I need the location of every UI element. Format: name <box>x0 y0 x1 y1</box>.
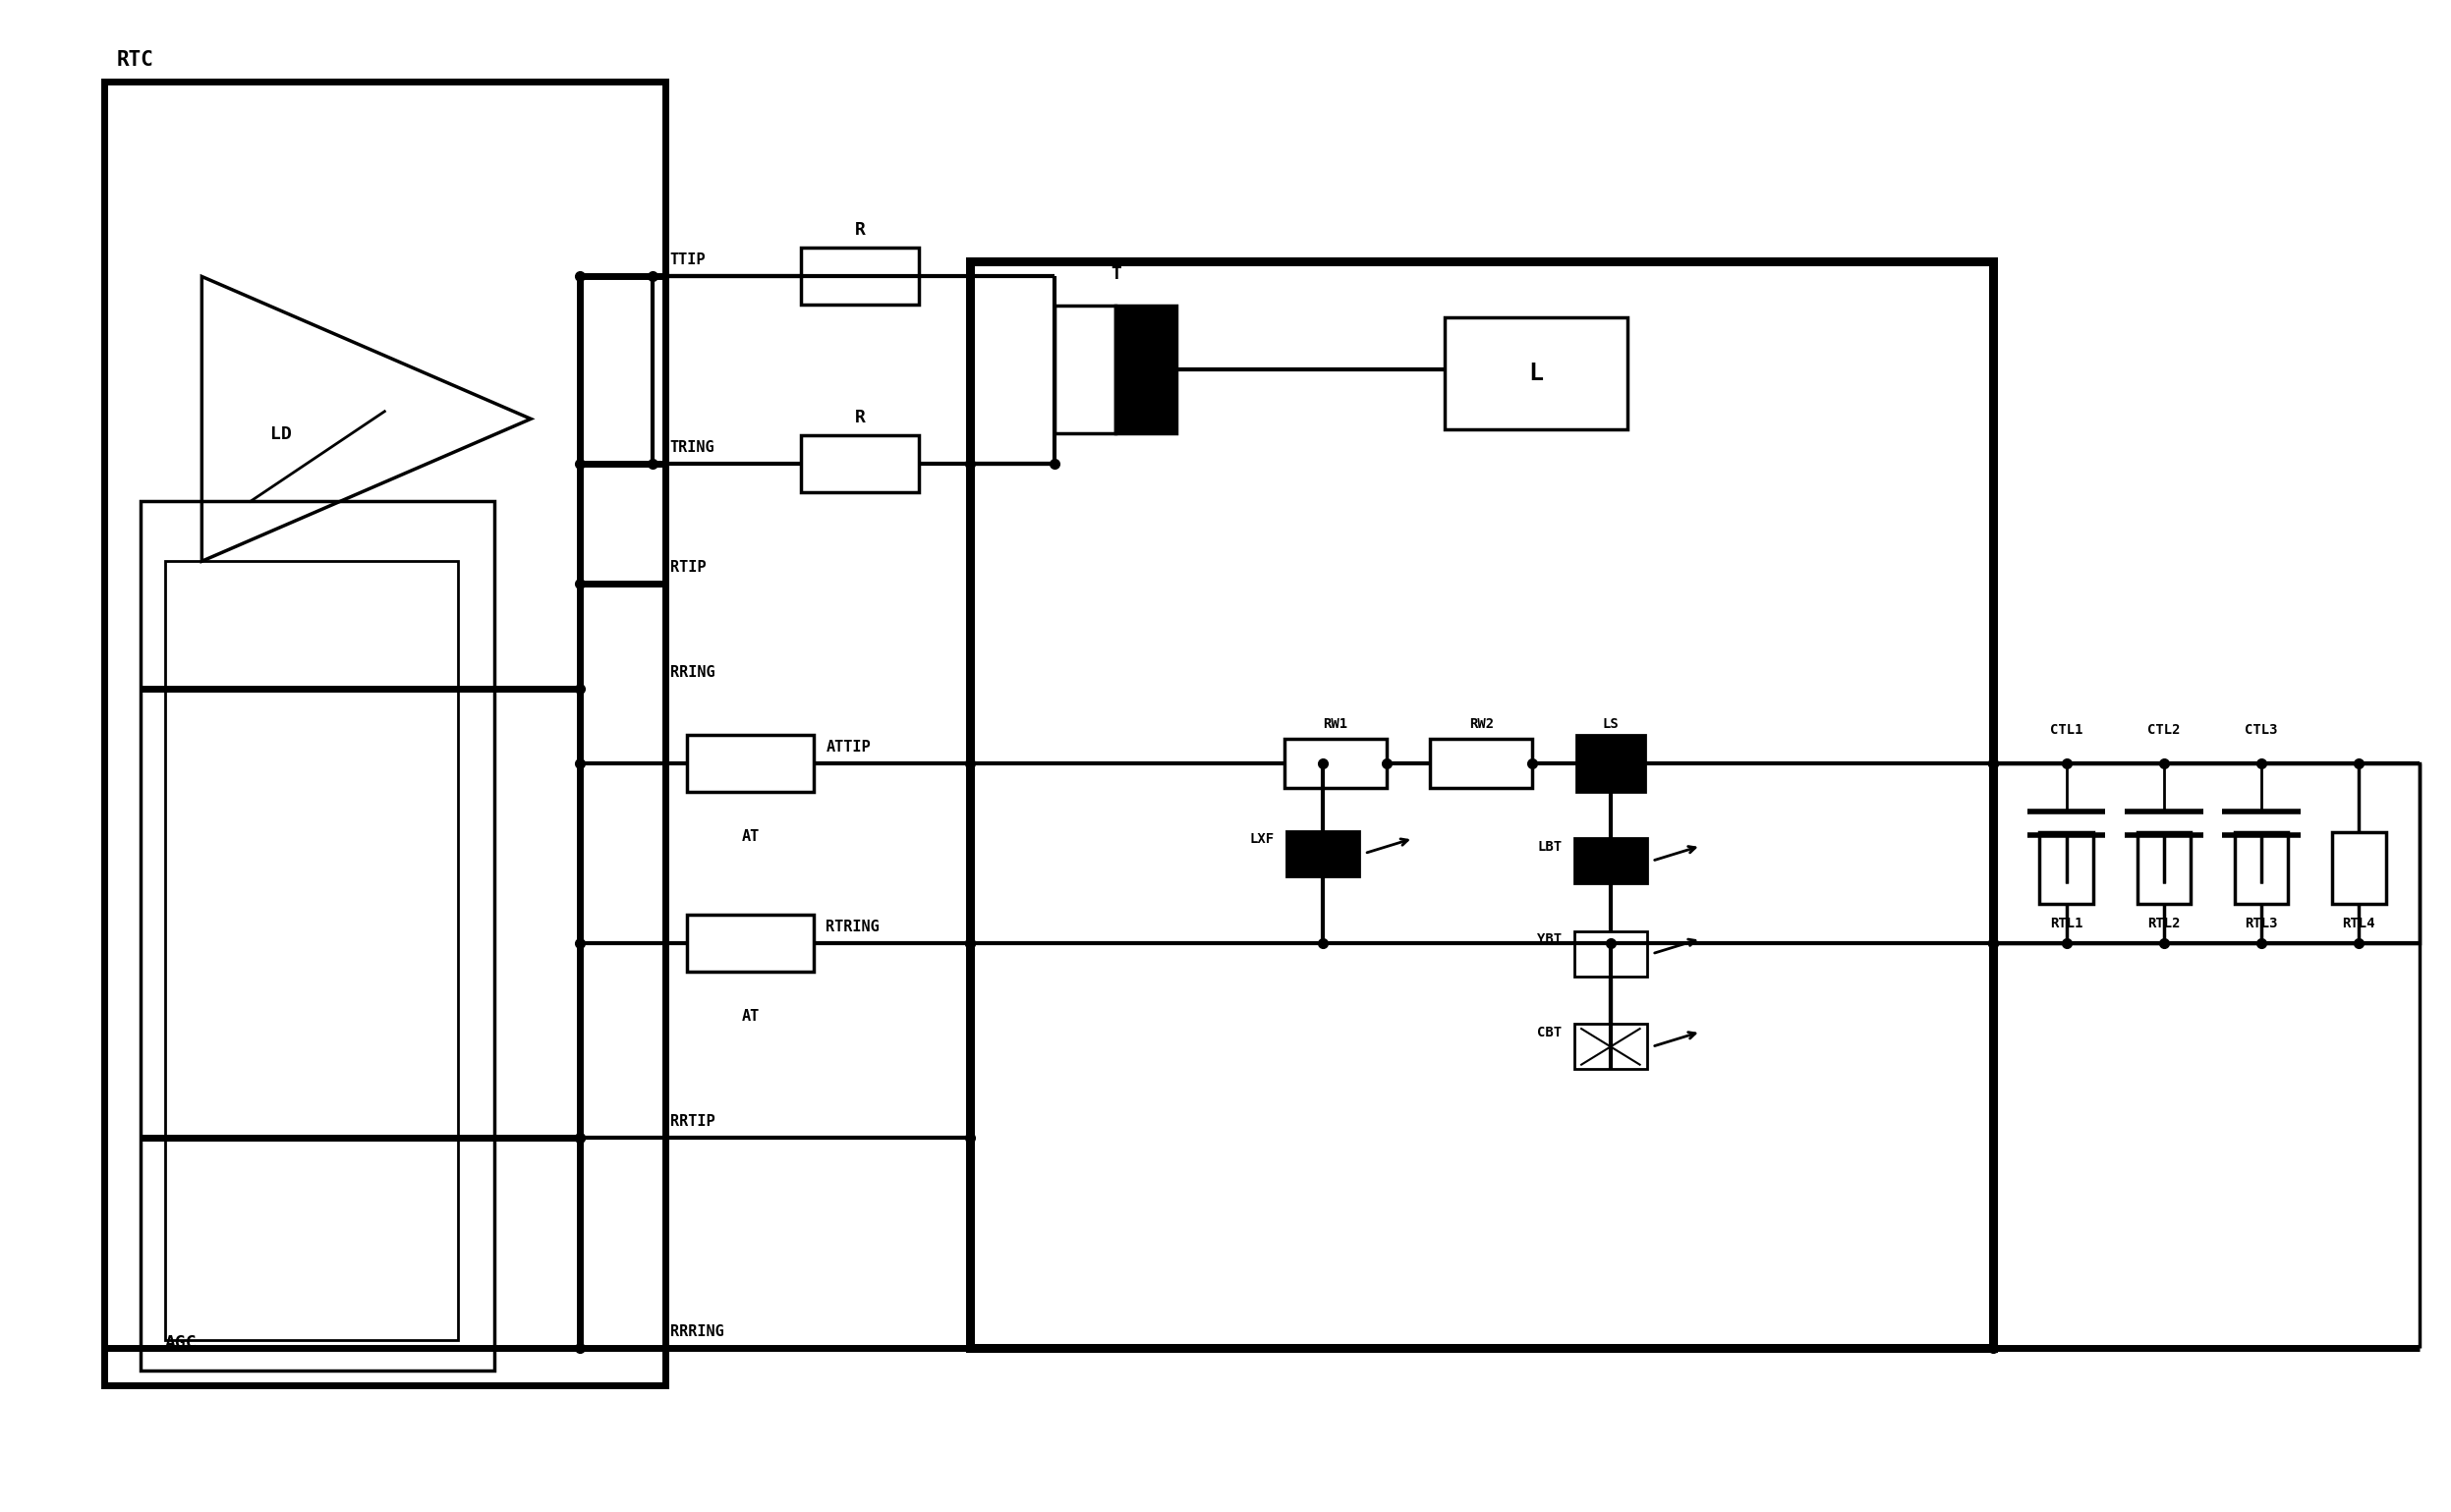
Text: AGC: AGC <box>164 1335 199 1352</box>
Bar <box>105 82 664 1385</box>
Bar <box>140 502 495 1370</box>
Bar <box>164 561 458 1340</box>
Text: RTIP: RTIP <box>669 559 706 575</box>
Bar <box>1115 305 1176 432</box>
Text: LS: LS <box>1603 717 1618 730</box>
Text: RTL1: RTL1 <box>2049 916 2083 930</box>
Text: AT: AT <box>740 1009 760 1024</box>
Text: CBT: CBT <box>1537 1025 1561 1039</box>
Text: R: R <box>855 221 865 239</box>
Text: T: T <box>1110 266 1120 283</box>
Text: RTL2: RTL2 <box>2147 916 2181 930</box>
Text: RTC: RTC <box>118 50 154 70</box>
Text: CTL1: CTL1 <box>2049 723 2083 736</box>
Text: RRRING: RRRING <box>669 1325 723 1338</box>
Text: RW1: RW1 <box>1324 717 1348 730</box>
Bar <box>2137 833 2191 904</box>
Bar <box>1444 318 1627 429</box>
Bar <box>1574 931 1647 977</box>
Bar <box>801 435 919 493</box>
Bar <box>2331 833 2385 904</box>
Text: ATTIP: ATTIP <box>826 739 870 754</box>
Bar <box>1574 839 1647 883</box>
Text: LBT: LBT <box>1537 839 1561 853</box>
Bar <box>2235 833 2289 904</box>
Bar <box>686 735 814 792</box>
Bar <box>1054 305 1115 432</box>
Text: LXF: LXF <box>1250 832 1275 845</box>
Text: LD: LD <box>270 425 292 443</box>
Text: RTL3: RTL3 <box>2245 916 2277 930</box>
Text: RRTIP: RRTIP <box>669 1114 716 1129</box>
Bar <box>1993 764 2419 943</box>
Text: TRING: TRING <box>669 440 716 455</box>
Text: CTL3: CTL3 <box>2245 723 2277 736</box>
Text: RTL4: RTL4 <box>2343 916 2375 930</box>
Bar <box>1287 832 1360 875</box>
Bar <box>1574 1024 1647 1069</box>
Text: R: R <box>855 408 865 426</box>
Bar <box>2039 833 2093 904</box>
Bar <box>971 262 1993 1347</box>
Text: CTL2: CTL2 <box>2147 723 2181 736</box>
Text: AT: AT <box>740 830 760 844</box>
Text: TTIP: TTIP <box>669 253 706 268</box>
Text: RRING: RRING <box>669 665 716 679</box>
Bar <box>1284 739 1387 788</box>
Bar <box>1576 735 1645 792</box>
Text: L: L <box>1529 361 1544 386</box>
Text: RTRING: RTRING <box>826 919 880 934</box>
Bar <box>686 915 814 972</box>
Text: RW2: RW2 <box>1468 717 1493 730</box>
Bar <box>1431 739 1532 788</box>
Bar <box>801 248 919 305</box>
Text: YBT: YBT <box>1537 933 1561 947</box>
